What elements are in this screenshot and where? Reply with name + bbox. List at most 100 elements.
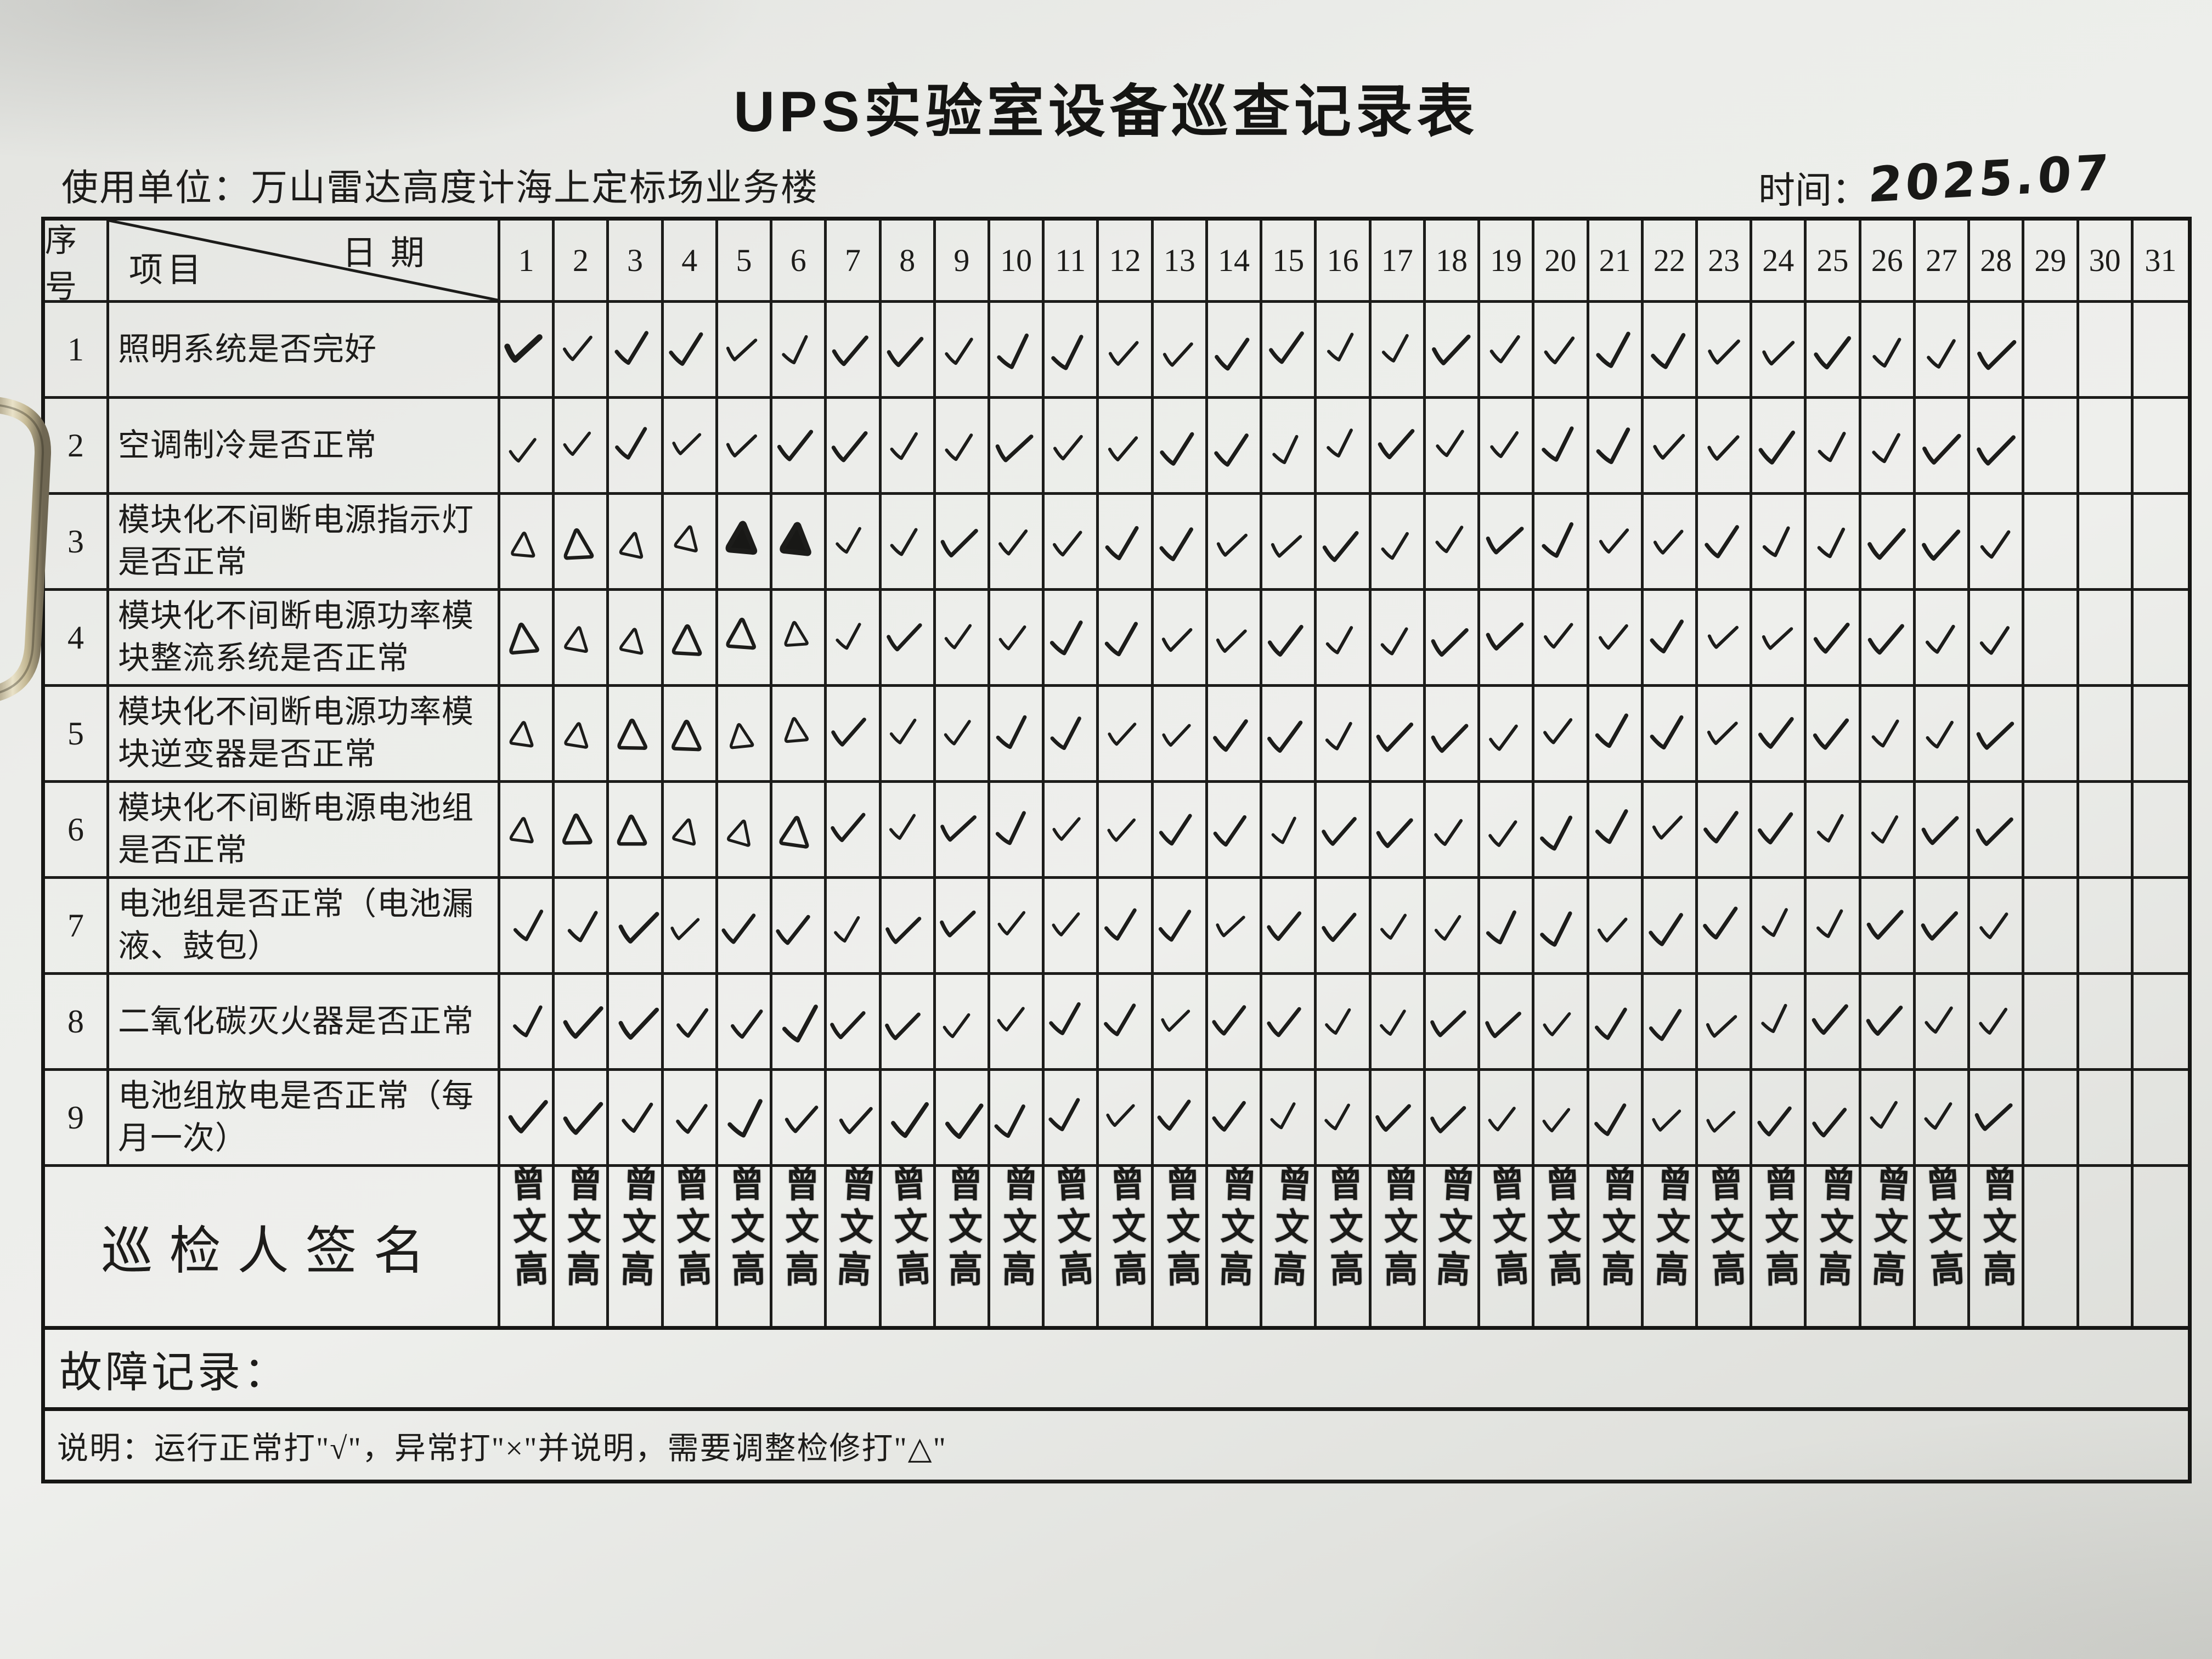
mark-cell-r8-d26	[1861, 975, 1916, 1071]
mark-cell-r7-d22	[1643, 879, 1698, 975]
mark-cell-r7-d13	[1153, 879, 1208, 975]
check-mark-icon	[1107, 723, 1136, 746]
check-mark-icon	[998, 529, 1028, 556]
check-mark-icon	[563, 1102, 603, 1135]
check-mark-icon	[1706, 1110, 1736, 1133]
mark-cell-r8-d9	[935, 975, 991, 1071]
check-mark-icon	[1976, 817, 2014, 847]
signature-cell-d19: 曾文高	[1480, 1164, 1535, 1326]
binder-clip	[0, 397, 52, 701]
check-mark-icon	[836, 527, 862, 554]
check-mark-icon	[1758, 812, 1793, 845]
mark-cell-r8-d28	[1970, 975, 2025, 1071]
mark-cell-r2-d23	[1697, 399, 1753, 495]
day-header-10: 10	[990, 221, 1045, 303]
check-mark-icon	[1651, 333, 1686, 369]
day-header-22: 22	[1643, 221, 1698, 303]
check-mark-icon	[945, 1103, 984, 1139]
mark-cell-r8-d25	[1807, 975, 1861, 1071]
mark-cell-r4-d1	[500, 591, 555, 687]
check-mark-icon	[1540, 911, 1572, 947]
row-number-2: 2	[45, 399, 109, 495]
mark-cell-r5-d10	[990, 687, 1045, 783]
check-mark-icon	[1871, 815, 1898, 844]
mark-cell-r4-d23	[1697, 591, 1753, 687]
triangle-mark-icon	[617, 814, 647, 846]
check-mark-icon	[721, 913, 756, 944]
mark-cell-r9-d13	[1153, 1071, 1208, 1167]
mark-cell-r2-d26	[1861, 399, 1916, 495]
signature-cell-d15: 曾文高	[1262, 1164, 1317, 1326]
check-mark-icon	[1925, 1006, 1953, 1034]
mark-cell-r3-d10	[990, 495, 1045, 591]
item-label: 模块化不间断电源指示灯是否正常	[118, 502, 475, 580]
mark-cell-r8-d24	[1752, 975, 1807, 1071]
mark-cell-r6-d17	[1371, 783, 1426, 879]
mark-cell-r7-d26	[1861, 879, 1916, 975]
mark-cell-r6-d10	[990, 783, 1045, 879]
mark-cell-r5-d5	[718, 687, 773, 783]
mark-cell-r2-d25	[1807, 399, 1861, 495]
check-mark-icon	[1489, 335, 1520, 364]
check-mark-icon	[672, 433, 701, 455]
mark-cell-r3-d7	[827, 495, 882, 591]
day-header-13: 13	[1153, 221, 1208, 303]
check-mark-icon	[1652, 815, 1683, 840]
mark-cell-r4-d12	[1099, 591, 1154, 687]
check-mark-icon	[1921, 816, 1959, 845]
mark-cell-r3-d26	[1861, 495, 1916, 591]
triangle-mark-icon	[509, 817, 534, 844]
check-mark-icon	[890, 1102, 929, 1138]
check-mark-icon	[1322, 817, 1357, 846]
item-cell-5: 模块化不间断电源功率模块逆变器是否正常	[109, 687, 500, 783]
check-mark-icon	[1485, 1012, 1522, 1039]
mark-cell-r7-d28	[1970, 879, 2025, 975]
check-mark-icon	[831, 718, 867, 747]
item-cell-2: 空调制冷是否正常	[109, 399, 500, 495]
mark-cell-r1-d13	[1153, 303, 1208, 399]
mark-cell-r1-d8	[881, 303, 936, 399]
row-number-8: 8	[45, 975, 109, 1071]
mark-cell-r2-d6	[772, 399, 827, 495]
check-mark-icon	[1322, 912, 1357, 942]
check-mark-icon	[1267, 911, 1302, 941]
mark-cell-r7-d21	[1589, 879, 1644, 975]
mark-cell-r6-d23	[1697, 783, 1753, 879]
day-header-9: 9	[935, 221, 991, 303]
day-header-3: 3	[609, 221, 664, 303]
mark-cell-r5-d17	[1371, 687, 1426, 783]
mark-cell-r5-d24	[1752, 687, 1807, 783]
mark-cell-r6-d24	[1752, 783, 1807, 879]
day-header-19: 19	[1480, 221, 1535, 303]
check-mark-icon	[1866, 910, 1904, 940]
check-mark-icon	[1703, 811, 1739, 844]
mark-cell-r5-d8	[881, 687, 936, 783]
mark-cell-r1-d29	[2024, 303, 2079, 399]
mark-cell-r3-d17	[1371, 495, 1426, 591]
day-header-6: 6	[772, 221, 827, 303]
signature-cell-d29	[2024, 1167, 2079, 1326]
check-mark-icon	[1544, 623, 1573, 649]
check-mark-icon	[726, 434, 758, 458]
mark-cell-r3-d9	[935, 495, 991, 591]
check-mark-icon	[1103, 1003, 1136, 1036]
mark-cell-r5-d15	[1262, 687, 1317, 783]
check-mark-icon	[832, 335, 869, 366]
check-mark-icon	[1267, 720, 1303, 753]
check-mark-icon	[1486, 527, 1524, 555]
check-mark-icon	[1543, 718, 1573, 744]
check-mark-icon	[1380, 913, 1407, 940]
mark-cell-r6-d20	[1534, 783, 1589, 879]
inspector-signature: 曾文高	[1539, 1164, 1582, 1293]
check-mark-icon	[1268, 625, 1304, 657]
mark-cell-r3-d3	[609, 495, 664, 591]
signature-cell-d23: 曾文高	[1698, 1164, 1753, 1326]
check-mark-icon	[563, 1006, 603, 1039]
check-mark-icon	[1867, 624, 1904, 655]
mark-cell-r5-d22	[1643, 687, 1698, 783]
triangle-mark-icon	[784, 621, 809, 647]
mark-cell-r1-d26	[1861, 303, 1916, 399]
triangle-mark-icon	[730, 723, 754, 749]
mark-cell-r8-d19	[1480, 975, 1535, 1071]
mark-cell-r3-d22	[1643, 495, 1698, 591]
